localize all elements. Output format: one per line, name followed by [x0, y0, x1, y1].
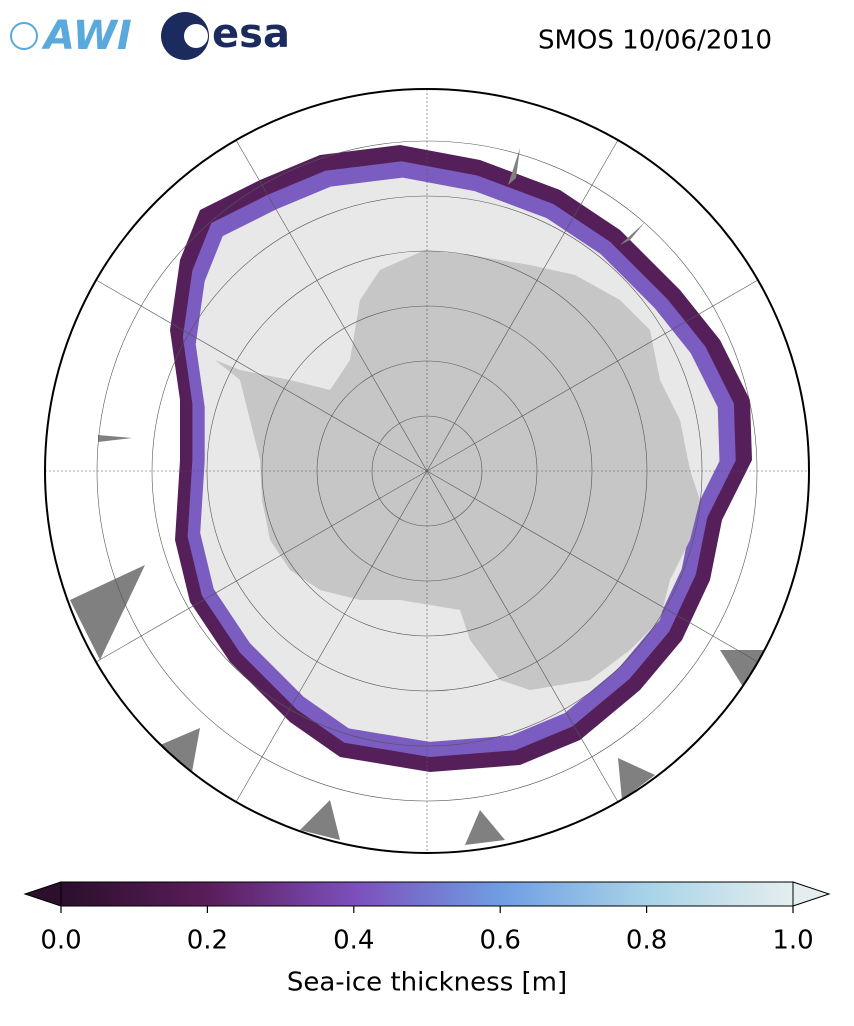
logo-globe	[10, 22, 38, 50]
logo-esa: esa	[212, 11, 290, 57]
colorbar-tick-label: 0.4	[333, 926, 374, 956]
colorbar-extend-min	[23, 881, 62, 907]
colorbar-tick-label: 0.6	[480, 926, 521, 956]
antarctica	[190, 250, 700, 690]
map-frame	[44, 88, 810, 854]
logo-awi: AWI	[41, 13, 132, 59]
colorbar: 0.0 0.2 0.4 0.6 0.8 1.0	[23, 881, 831, 956]
colorbar-extend-max	[792, 881, 831, 907]
logo-esa-mark-inner	[184, 24, 208, 48]
colorbar-tick-label: 0.0	[40, 926, 81, 956]
colorbar-tick-label: 1.0	[772, 926, 813, 956]
icebergs	[70, 148, 765, 845]
colorbar-tick-label: 0.2	[187, 926, 228, 956]
colorbar-gradient	[60, 881, 794, 907]
map	[45, 89, 809, 853]
graticule	[45, 89, 809, 853]
title: SMOS 10/06/2010	[538, 26, 772, 56]
colorbar-tick-label: 0.8	[626, 926, 667, 956]
logos: AWI esa	[10, 11, 290, 60]
colorbar-label: Sea-ice thickness [m]	[287, 968, 567, 998]
